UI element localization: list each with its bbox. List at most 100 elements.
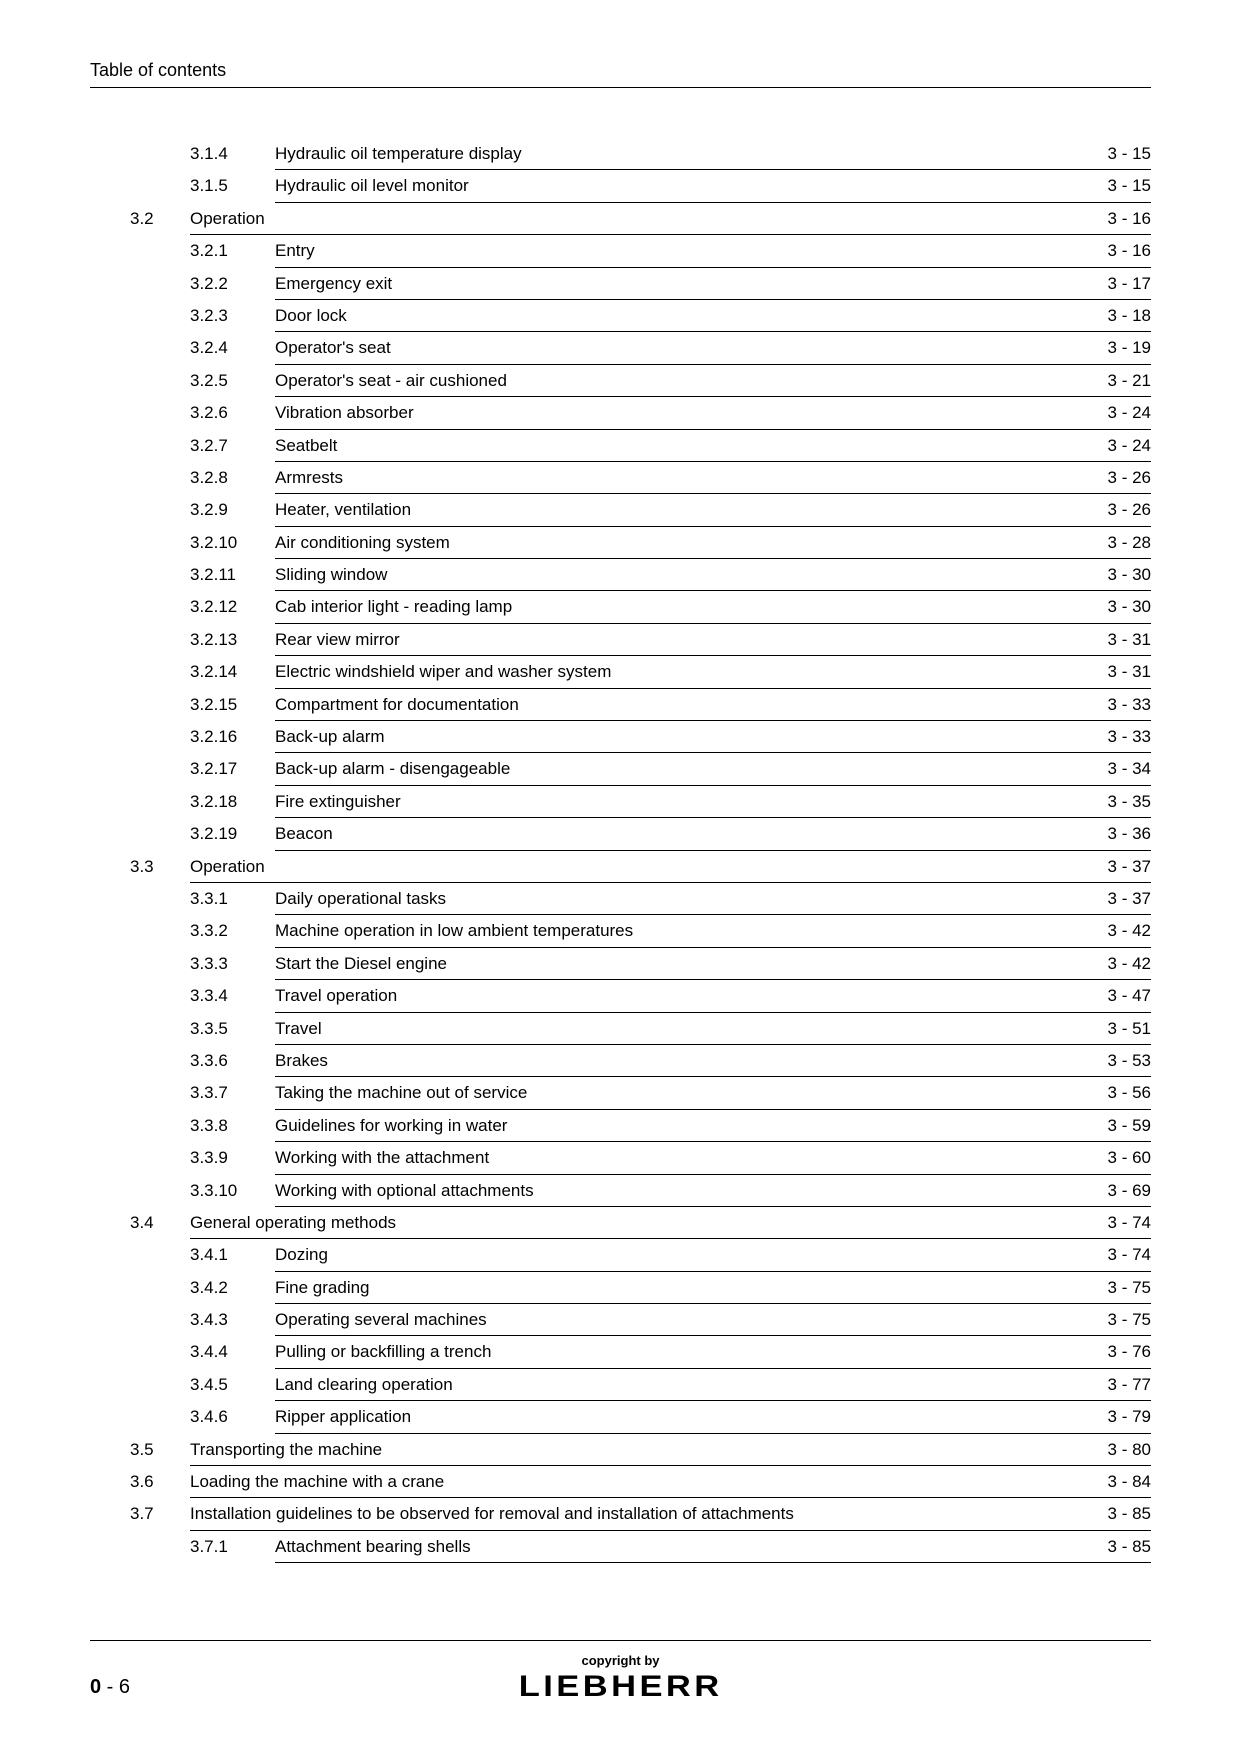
toc-row: 3.2.3Door lock3 - 18 — [130, 300, 1151, 332]
toc-page: 3 - 26 — [1081, 468, 1151, 488]
toc-title: Entry — [275, 241, 1081, 261]
toc-row: 3.3.5Travel3 - 51 — [130, 1013, 1151, 1045]
toc-row: 3.2.19Beacon3 - 36 — [130, 818, 1151, 850]
toc-title: Cab interior light - reading lamp — [275, 597, 1081, 617]
toc-row: 3.7Installation guidelines to be observe… — [130, 1498, 1151, 1530]
toc-container: 3.1.4Hydraulic oil temperature display3 … — [130, 138, 1151, 1563]
toc-subsection-number: 3.2.17 — [190, 759, 275, 779]
toc-title: Fine grading — [275, 1278, 1081, 1298]
toc-title: Seatbelt — [275, 436, 1081, 456]
toc-subsection-number: 3.2.19 — [190, 824, 275, 844]
toc-subsection-number: 3.2.6 — [190, 403, 275, 423]
toc-row: 3.2.7Seatbelt3 - 24 — [130, 430, 1151, 462]
toc-title-wrap: Travel operation3 - 47 — [275, 980, 1151, 1012]
toc-page: 3 - 47 — [1081, 986, 1151, 1006]
toc-section-number: 3.4 — [130, 1213, 190, 1233]
toc-section-number: 3.6 — [130, 1472, 190, 1492]
toc-page: 3 - 24 — [1081, 403, 1151, 423]
toc-page: 3 - 85 — [1081, 1537, 1151, 1557]
toc-title: Dozing — [275, 1245, 1081, 1265]
toc-page: 3 - 80 — [1081, 1440, 1151, 1460]
toc-page: 3 - 60 — [1081, 1148, 1151, 1168]
toc-section-number: 3.2 — [130, 209, 190, 229]
toc-page: 3 - 74 — [1081, 1245, 1151, 1265]
toc-title-wrap: Brakes3 - 53 — [275, 1045, 1151, 1077]
toc-row: 3.3.3Start the Diesel engine3 - 42 — [130, 948, 1151, 980]
toc-row: 3.4General operating methods3 - 74 — [130, 1207, 1151, 1239]
toc-subsection-number: 3.4.1 — [190, 1245, 275, 1265]
toc-title-wrap: Operation3 - 16 — [190, 203, 1151, 235]
toc-title-wrap: Ripper application3 - 79 — [275, 1401, 1151, 1433]
toc-title-wrap: Operation3 - 37 — [190, 851, 1151, 883]
toc-title-wrap: Taking the machine out of service3 - 56 — [275, 1077, 1151, 1109]
toc-page: 3 - 59 — [1081, 1116, 1151, 1136]
toc-title-wrap: Hydraulic oil level monitor3 - 15 — [275, 170, 1151, 202]
toc-row: 3.2.12Cab interior light - reading lamp3… — [130, 591, 1151, 623]
toc-row: 3.3.9Working with the attachment3 - 60 — [130, 1142, 1151, 1174]
toc-section-number: 3.7 — [130, 1504, 190, 1524]
toc-row: 3.1.4Hydraulic oil temperature display3 … — [130, 138, 1151, 170]
toc-title: Machine operation in low ambient tempera… — [275, 921, 1081, 941]
toc-row: 3.2Operation3 - 16 — [130, 203, 1151, 235]
toc-page: 3 - 84 — [1081, 1472, 1151, 1492]
toc-page: 3 - 16 — [1081, 241, 1151, 261]
toc-title: Land clearing operation — [275, 1375, 1081, 1395]
toc-subsection-number: 3.2.16 — [190, 727, 275, 747]
toc-row: 3.2.4Operator's seat3 - 19 — [130, 332, 1151, 364]
toc-subsection-number: 3.2.10 — [190, 533, 275, 553]
toc-title: Start the Diesel engine — [275, 954, 1081, 974]
toc-title: Rear view mirror — [275, 630, 1081, 650]
toc-row: 3.2.14Electric windshield wiper and wash… — [130, 656, 1151, 688]
toc-title: Hydraulic oil level monitor — [275, 176, 1081, 196]
toc-title: Beacon — [275, 824, 1081, 844]
toc-title-wrap: Cab interior light - reading lamp3 - 30 — [275, 591, 1151, 623]
toc-title-wrap: Fire extinguisher3 - 35 — [275, 786, 1151, 818]
toc-page: 3 - 15 — [1081, 176, 1151, 196]
toc-page: 3 - 28 — [1081, 533, 1151, 553]
toc-subsection-number: 3.4.2 — [190, 1278, 275, 1298]
toc-row: 3.3.10Working with optional attachments3… — [130, 1175, 1151, 1207]
toc-page: 3 - 77 — [1081, 1375, 1151, 1395]
toc-row: 3.3.6Brakes3 - 53 — [130, 1045, 1151, 1077]
toc-title-wrap: Working with the attachment3 - 60 — [275, 1142, 1151, 1174]
toc-title: Operator's seat - air cushioned — [275, 371, 1081, 391]
toc-subsection-number: 3.4.6 — [190, 1407, 275, 1427]
toc-title-wrap: Vibration absorber3 - 24 — [275, 397, 1151, 429]
toc-title-wrap: Emergency exit3 - 17 — [275, 268, 1151, 300]
toc-row: 3.3Operation3 - 37 — [130, 851, 1151, 883]
toc-row: 3.4.6Ripper application3 - 79 — [130, 1401, 1151, 1433]
toc-title: Hydraulic oil temperature display — [275, 144, 1081, 164]
toc-title: Loading the machine with a crane — [190, 1472, 1081, 1492]
toc-title-wrap: Installation guidelines to be observed f… — [190, 1498, 1151, 1530]
toc-page: 3 - 85 — [1081, 1504, 1151, 1524]
toc-section-number: 3.3 — [130, 857, 190, 877]
toc-row: 3.2.15Compartment for documentation3 - 3… — [130, 689, 1151, 721]
toc-title: Working with the attachment — [275, 1148, 1081, 1168]
toc-title: Transporting the machine — [190, 1440, 1081, 1460]
toc-page: 3 - 15 — [1081, 144, 1151, 164]
toc-page: 3 - 53 — [1081, 1051, 1151, 1071]
toc-subsection-number: 3.3.3 — [190, 954, 275, 974]
toc-page: 3 - 31 — [1081, 662, 1151, 682]
toc-row: 3.2.8Armrests3 - 26 — [130, 462, 1151, 494]
toc-subsection-number: 3.3.1 — [190, 889, 275, 909]
toc-subsection-number: 3.2.11 — [190, 565, 275, 585]
toc-title-wrap: Beacon3 - 36 — [275, 818, 1151, 850]
toc-title-wrap: Machine operation in low ambient tempera… — [275, 915, 1151, 947]
toc-subsection-number: 3.2.12 — [190, 597, 275, 617]
toc-page: 3 - 69 — [1081, 1181, 1151, 1201]
page-header: Table of contents — [90, 60, 1151, 88]
toc-title-wrap: Guidelines for working in water3 - 59 — [275, 1110, 1151, 1142]
toc-title-wrap: Start the Diesel engine3 - 42 — [275, 948, 1151, 980]
toc-subsection-number: 3.2.18 — [190, 792, 275, 812]
toc-page: 3 - 31 — [1081, 630, 1151, 650]
toc-row: 3.3.4Travel operation3 - 47 — [130, 980, 1151, 1012]
toc-page: 3 - 42 — [1081, 954, 1151, 974]
toc-subsection-number: 3.1.5 — [190, 176, 275, 196]
toc-subsection-number: 3.2.8 — [190, 468, 275, 488]
toc-row: 3.2.16Back-up alarm3 - 33 — [130, 721, 1151, 753]
toc-title: Fire extinguisher — [275, 792, 1081, 812]
toc-subsection-number: 3.3.7 — [190, 1083, 275, 1103]
toc-row: 3.6Loading the machine with a crane3 - 8… — [130, 1466, 1151, 1498]
toc-row: 3.4.1Dozing3 - 74 — [130, 1239, 1151, 1271]
